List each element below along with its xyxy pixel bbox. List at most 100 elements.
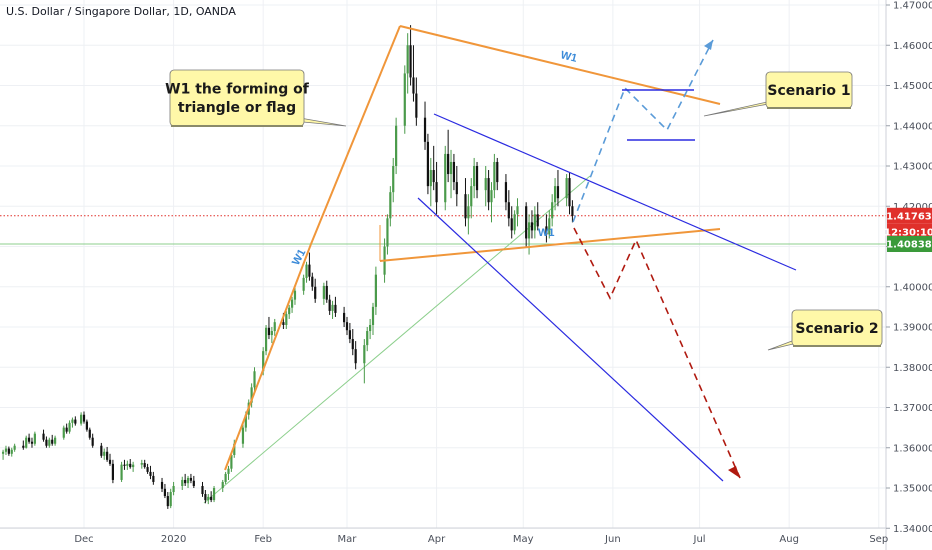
callout-main-text: W1 the forming of: [165, 82, 310, 98]
candle-body: [201, 485, 204, 495]
price-tick-label: 1.45000: [893, 81, 932, 92]
candle-body: [308, 264, 311, 277]
orange-resistance-line: [399, 25, 721, 105]
candle-body: [470, 186, 473, 207]
candle-body: [82, 414, 86, 422]
candle-body: [80, 414, 83, 424]
candle-body: [106, 451, 109, 460]
candle-body: [432, 170, 435, 183]
candle-body: [409, 45, 412, 78]
candle-body: [533, 214, 536, 231]
candle-body: [363, 345, 366, 364]
price-tick-label: 1.36000: [893, 443, 932, 454]
candle-body: [553, 186, 557, 203]
callout-scenario-2-shadow: [793, 345, 881, 347]
candle-body: [314, 286, 317, 299]
time-tick-label: Feb: [254, 534, 272, 545]
callout-main-text: triangle or flag: [178, 100, 296, 116]
candle-body: [233, 443, 236, 455]
candle-body: [345, 322, 349, 331]
candle-body: [395, 125, 398, 166]
candle-body: [507, 202, 510, 219]
time-tick-label: Dec: [74, 534, 93, 545]
level-price-badge: [887, 236, 932, 252]
time-tick-label: Aug: [779, 534, 799, 545]
candle-body: [123, 464, 126, 466]
candle-body: [91, 437, 94, 446]
candle-body: [366, 331, 369, 346]
candle-body: [10, 449, 13, 454]
callout-main-shadow: [171, 125, 303, 127]
candle-body: [65, 427, 68, 432]
candle-body: [369, 324, 372, 332]
callout-scenario-2-text: Scenario 2: [795, 321, 878, 337]
candle-body: [169, 492, 172, 507]
candle-body: [126, 463, 129, 466]
price-tick-label: 1.39000: [893, 323, 932, 334]
candle-body: [435, 182, 438, 203]
countdown-badge: [887, 223, 932, 240]
scenario-1-arrowhead: [704, 40, 713, 50]
current-price-badge-text: 1.41763: [886, 211, 932, 222]
candle-body: [415, 93, 418, 118]
candle-body: [244, 414, 247, 428]
candle-body: [250, 387, 253, 403]
scenario-1-path: [572, 39, 714, 223]
candle-body: [212, 488, 216, 501]
candle-body: [230, 454, 233, 469]
candle-body: [288, 307, 291, 315]
candle-body: [374, 274, 377, 307]
candle-body: [290, 299, 294, 308]
candle-body: [262, 351, 265, 372]
time-tick-label: 2020: [161, 534, 186, 545]
price-tick-label: 1.43000: [893, 162, 932, 173]
candle-body: [426, 141, 430, 187]
candle-body: [551, 202, 554, 219]
price-tick-label: 1.34000: [893, 524, 932, 535]
candle-body: [545, 226, 548, 235]
candle-body: [371, 306, 375, 325]
candle-body: [565, 178, 568, 199]
callout-scenario-1-text: Scenario 1: [767, 83, 850, 99]
candle-body: [48, 439, 51, 446]
chart-title: U.S. Dollar / Singapore Dollar, 1D, OAND…: [6, 5, 236, 18]
candle-body: [189, 477, 193, 481]
candle-body: [311, 276, 314, 287]
candle-body: [473, 166, 476, 187]
candle-body: [273, 322, 276, 332]
candle-body: [149, 471, 152, 476]
candle-body: [351, 339, 354, 350]
time-tick-label: Apr: [428, 534, 446, 545]
candle-body: [184, 479, 187, 484]
candle-body: [406, 45, 409, 74]
candle-body: [392, 166, 395, 193]
blue-channel-upper: [433, 113, 797, 271]
candle-body: [493, 161, 496, 191]
candle-body: [181, 479, 184, 486]
candle-body: [25, 437, 28, 448]
price-tick-label: 1.38000: [893, 363, 932, 374]
wave-label-top: W1: [559, 49, 578, 65]
candle-body: [556, 186, 560, 199]
time-tick-label: Sep: [869, 534, 888, 545]
candle-body: [386, 218, 389, 247]
candle-body: [267, 327, 271, 336]
candle-body: [525, 206, 528, 239]
candle-body: [467, 206, 470, 219]
candle-body: [111, 463, 114, 480]
candle-body: [464, 194, 467, 219]
candle-body: [452, 161, 456, 183]
candle-body: [51, 439, 54, 444]
scenario-2-arrowhead: [728, 466, 740, 478]
candle-body: [71, 419, 74, 423]
candle-body: [143, 463, 146, 468]
orange-support-line: [379, 228, 721, 262]
candle-body: [412, 77, 415, 94]
candle-body: [74, 419, 77, 424]
candle-body: [348, 330, 351, 340]
candle-body: [7, 448, 10, 454]
candle-body: [530, 222, 534, 231]
current-price-badge: [887, 207, 932, 224]
